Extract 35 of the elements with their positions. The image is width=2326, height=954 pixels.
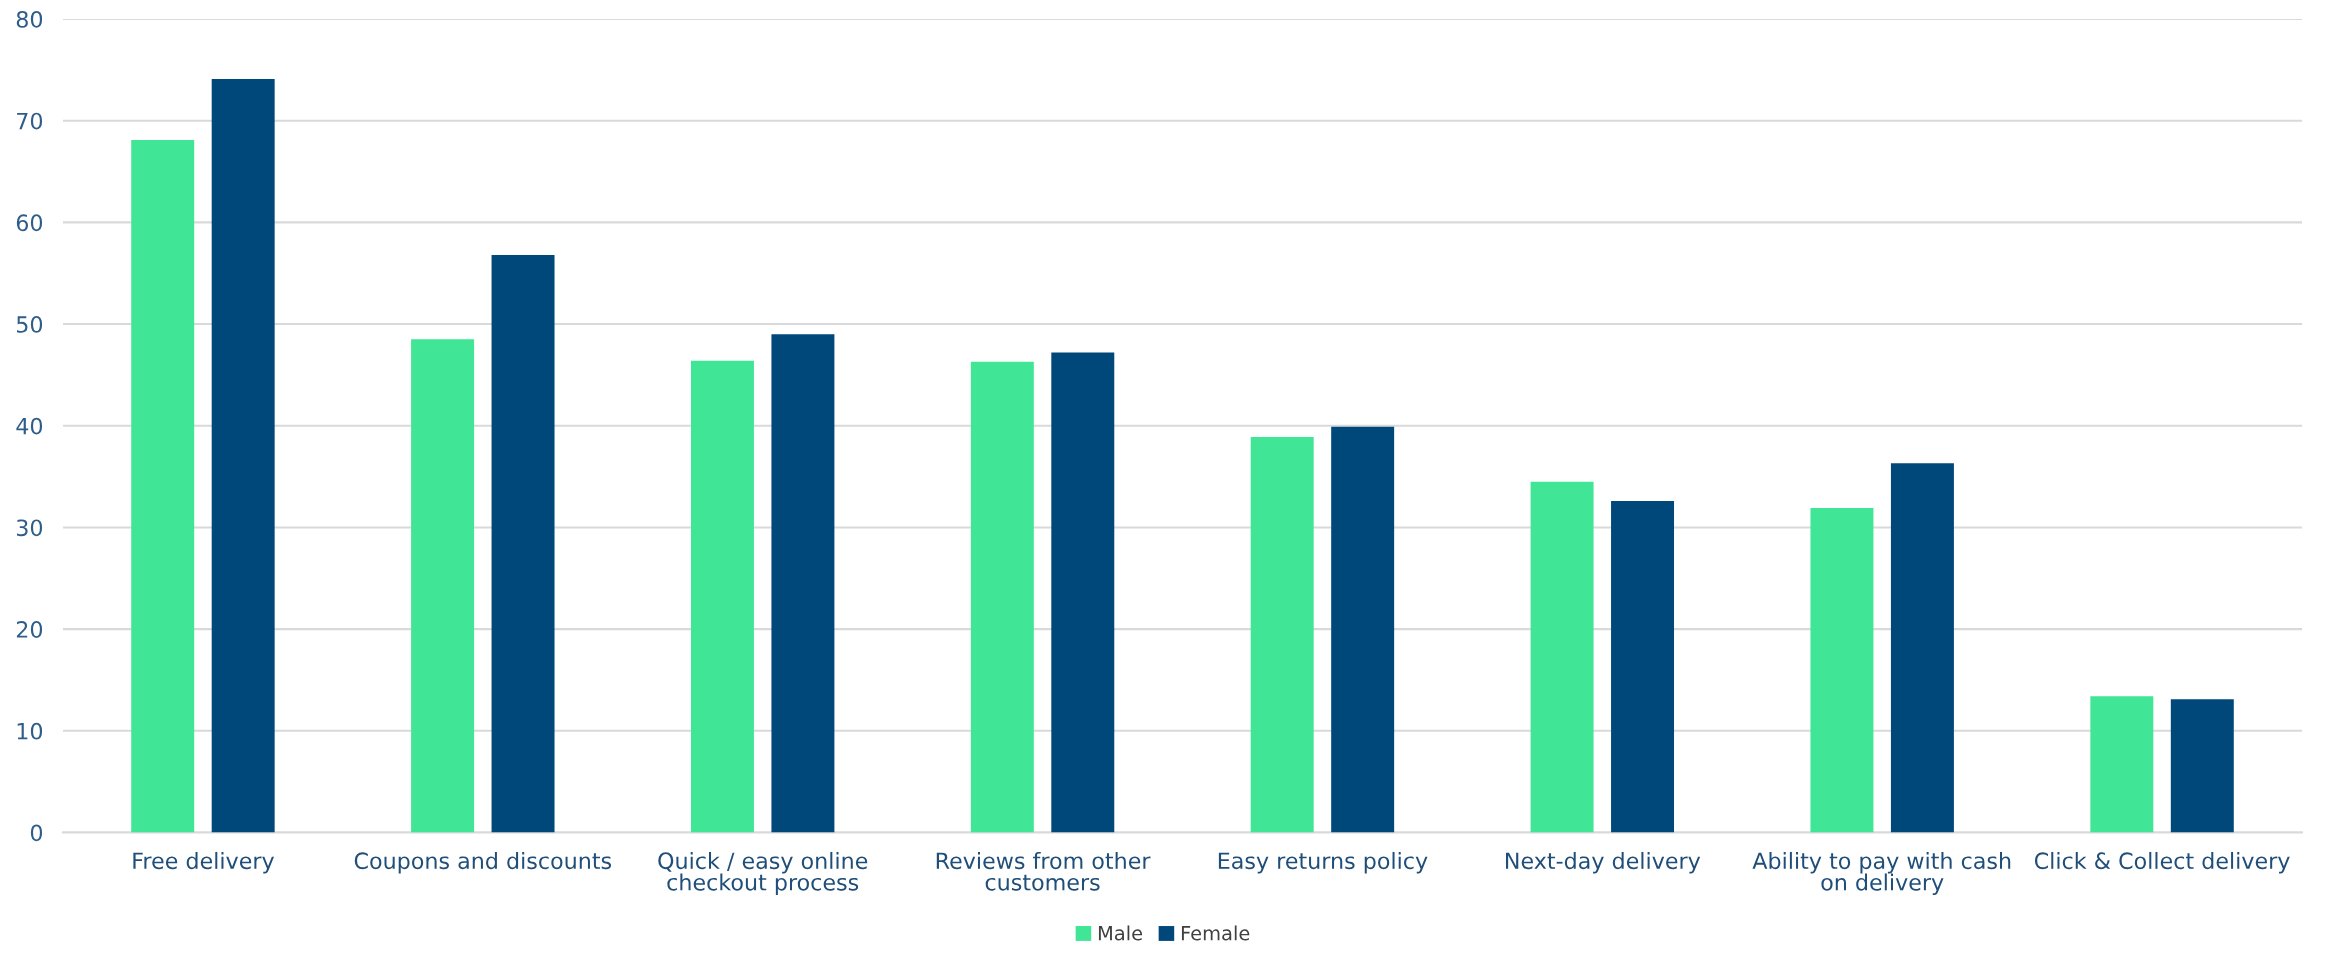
y-tick-label: 10 xyxy=(17,722,43,740)
x-tick-label: Quick / easy online checkout process xyxy=(658,851,868,895)
y-tick-label: 50 xyxy=(16,316,43,333)
y-tick-label: 0 xyxy=(30,824,43,842)
x-tick-label: Next-day delivery xyxy=(1506,851,1701,874)
bar xyxy=(771,334,835,833)
x-tick-label: Ability to pay with cash on delivery xyxy=(1752,851,2011,895)
x-tick-label: Easy returns policy xyxy=(1218,851,1428,874)
bar xyxy=(1810,508,1874,833)
bar xyxy=(1530,481,1594,833)
bar xyxy=(1890,463,1954,833)
bar xyxy=(211,79,275,833)
bar xyxy=(1331,426,1395,833)
y-tick-label: 40 xyxy=(16,417,43,435)
legend-label: Female xyxy=(1181,925,1250,941)
bar xyxy=(970,361,1034,833)
bar xyxy=(1051,352,1115,833)
x-tick-label: Coupons and discounts xyxy=(354,851,612,874)
bar xyxy=(131,140,195,833)
bar xyxy=(1611,501,1675,833)
x-tick-label: Reviews from other customers xyxy=(936,851,1151,891)
y-tick-label: 30 xyxy=(16,519,43,537)
y-tick-label: 60 xyxy=(16,214,43,232)
bar xyxy=(1250,436,1314,833)
y-tick-label: 20 xyxy=(16,621,43,638)
bar xyxy=(491,254,555,833)
y-tick-label: 80 xyxy=(16,10,43,28)
bar xyxy=(690,360,754,833)
bar xyxy=(411,339,475,833)
x-tick-label: Click & Collect delivery xyxy=(2034,851,2290,874)
bar xyxy=(2170,699,2234,833)
y-tick-label: 70 xyxy=(17,112,43,130)
bar xyxy=(2090,696,2154,833)
legend-label: Male xyxy=(1098,925,1143,941)
x-tick-label: Free delivery xyxy=(133,851,274,874)
